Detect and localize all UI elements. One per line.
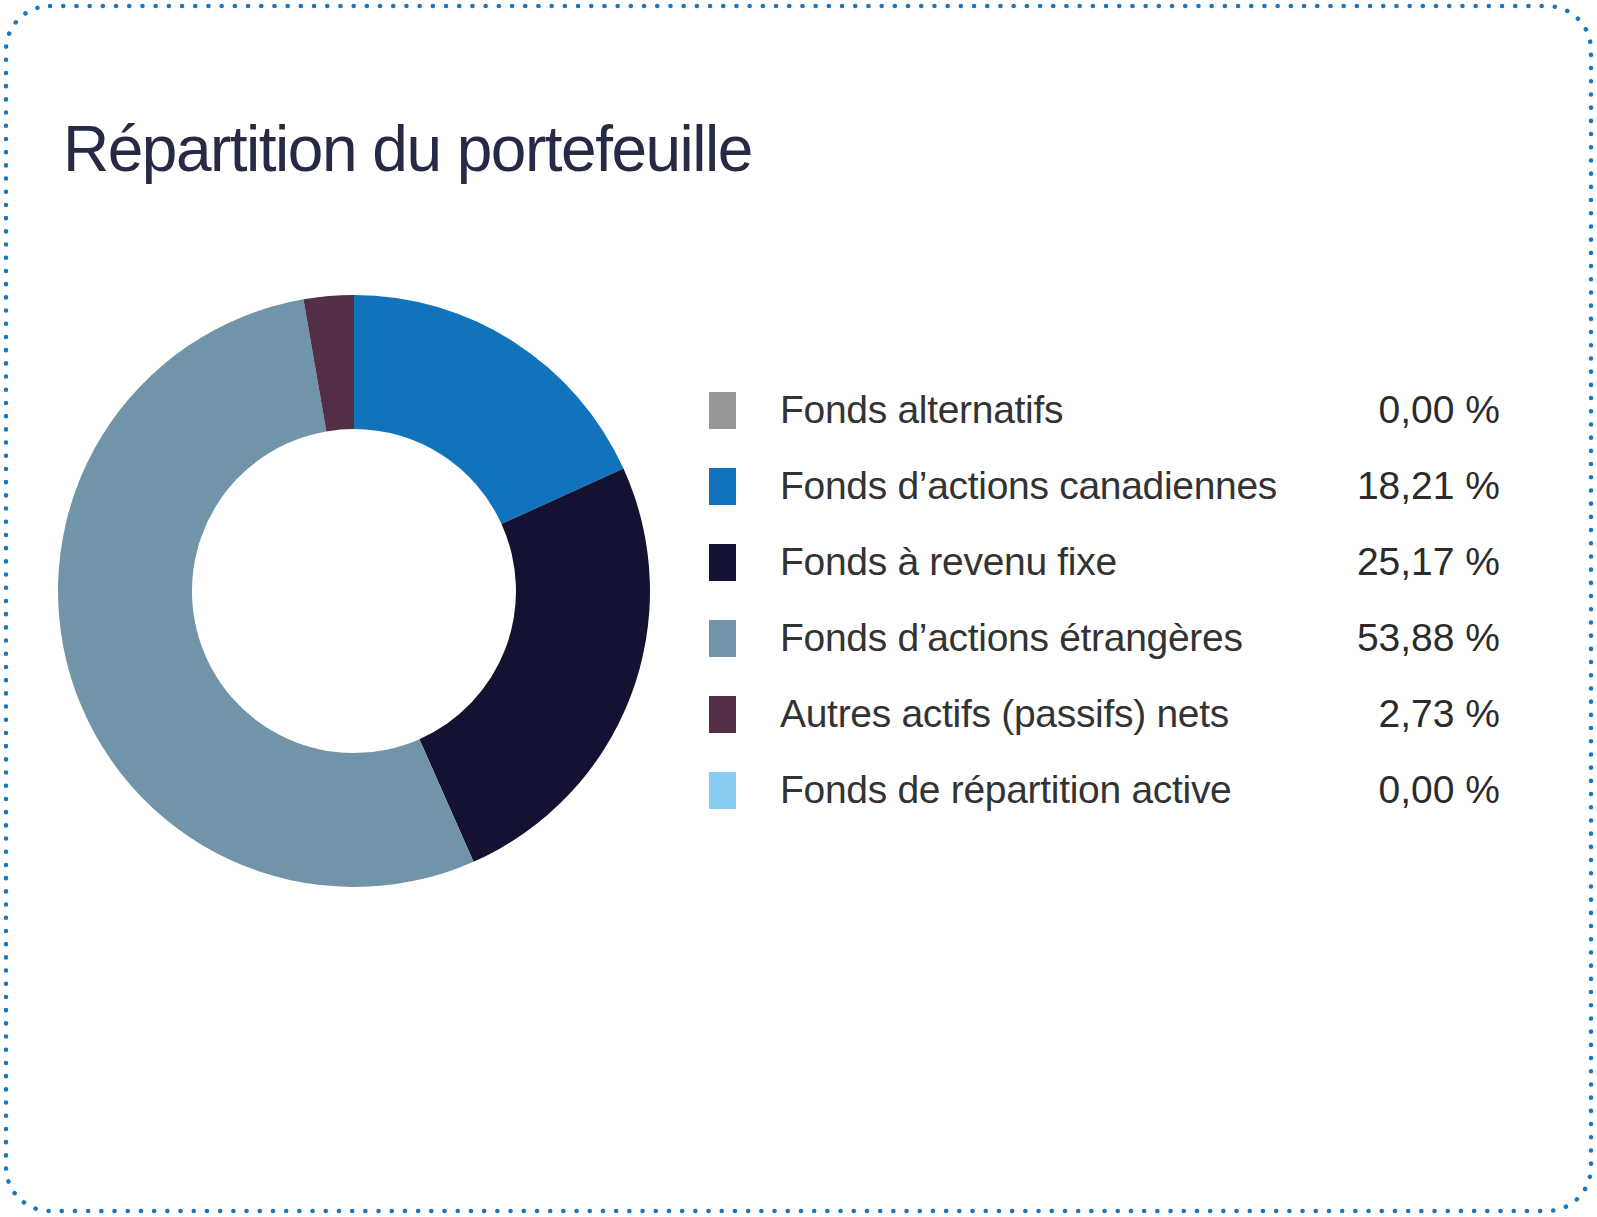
legend-color-swatch [709,696,736,733]
legend-item: Fonds alternatifs 0,00 % [709,372,1500,448]
donut-chart [54,291,654,891]
legend-value: 0,00 % [1379,768,1500,812]
legend-value: 53,88 % [1357,616,1500,660]
legend-label: Autres actifs (passifs) nets [780,692,1379,736]
portfolio-allocation-card: Répartition du portefeuille Fonds altern… [0,0,1597,1217]
legend-item: Fonds d’actions canadiennes 18,21 % [709,448,1500,524]
legend-value: 0,00 % [1379,388,1500,432]
legend-value: 2,73 % [1379,692,1500,736]
legend-color-swatch [709,772,736,809]
legend-label: Fonds alternatifs [780,388,1379,432]
legend-item: Fonds de répartition active 0,00 % [709,752,1500,828]
legend-color-swatch [709,468,736,505]
legend-item: Autres actifs (passifs) nets 2,73 % [709,676,1500,752]
legend-label: Fonds de répartition active [780,768,1379,812]
legend-color-swatch [709,544,736,581]
donut-segment [419,469,650,862]
legend: Fonds alternatifs 0,00 % Fonds d’actions… [709,372,1500,828]
page-title: Répartition du portefeuille [63,112,752,186]
legend-value: 25,17 % [1357,540,1500,584]
legend-item: Fonds à revenu fixe 25,17 % [709,524,1500,600]
legend-color-swatch [709,392,736,429]
legend-label: Fonds à revenu fixe [780,540,1357,584]
legend-label: Fonds d’actions canadiennes [780,464,1357,508]
legend-value: 18,21 % [1357,464,1500,508]
legend-label: Fonds d’actions étrangères [780,616,1357,660]
legend-color-swatch [709,620,736,657]
legend-item: Fonds d’actions étrangères 53,88 % [709,600,1500,676]
